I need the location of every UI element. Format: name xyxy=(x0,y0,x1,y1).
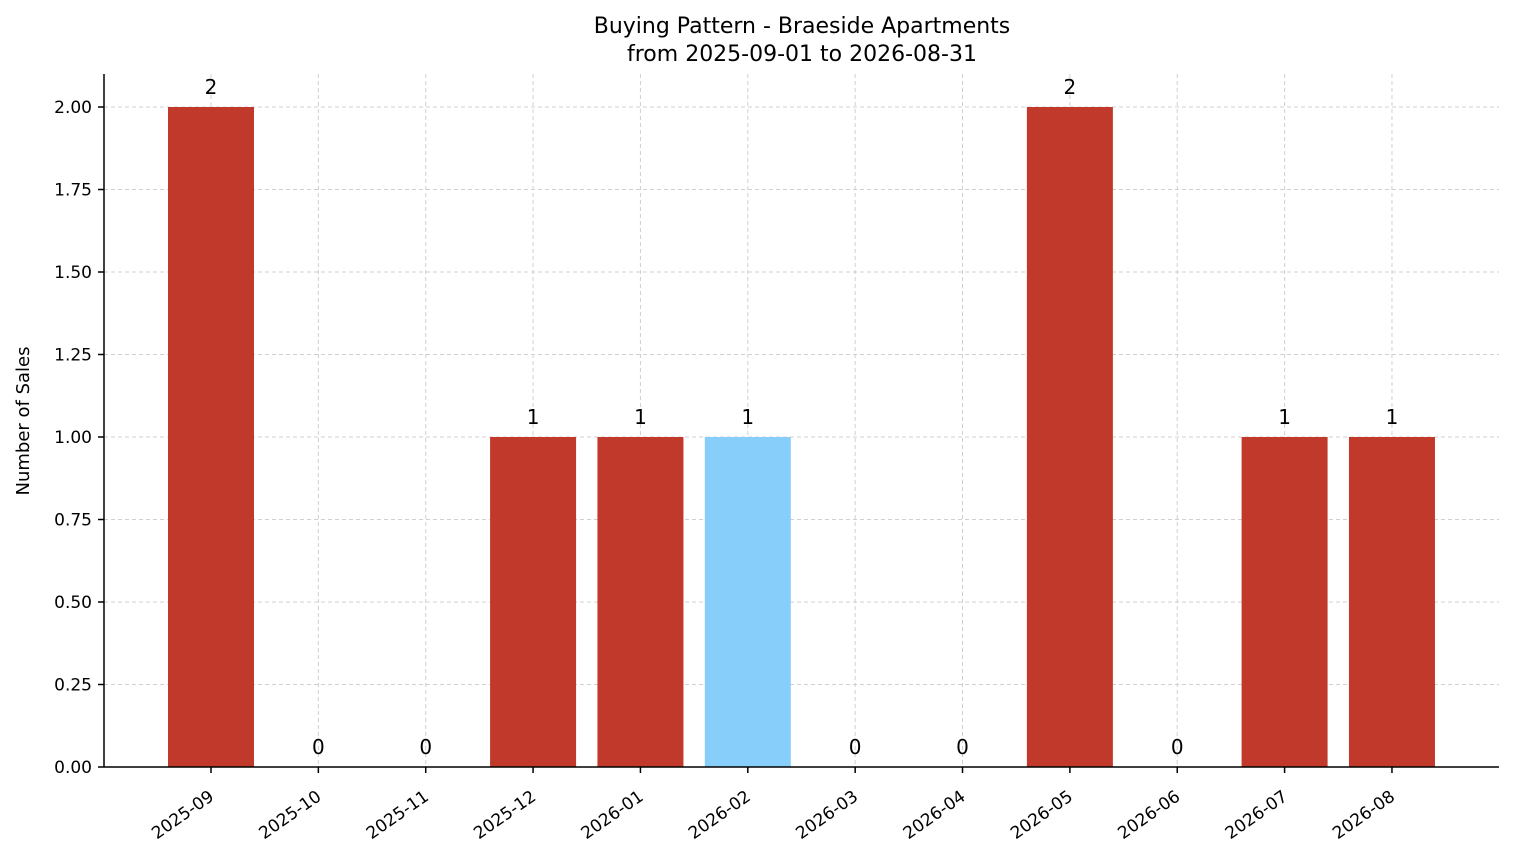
bar-2025-12 xyxy=(490,437,577,767)
y-tick-label: 2.00 xyxy=(54,98,92,118)
y-tick-label: 1.00 xyxy=(54,428,92,448)
y-axis-label: Number of Sales xyxy=(13,346,34,495)
x-tick-label: 2026-01 xyxy=(578,787,648,844)
data-label: 1 xyxy=(741,405,754,429)
x-tick-label: 2026-02 xyxy=(685,787,755,844)
data-label: 0 xyxy=(312,735,325,759)
data-label: 2 xyxy=(205,75,218,99)
x-tick-label: 2025-09 xyxy=(148,787,218,844)
bar-2026-07 xyxy=(1241,437,1328,767)
x-tick-label: 2026-04 xyxy=(900,787,970,844)
bar-2026-05 xyxy=(1026,107,1113,767)
gridlines xyxy=(104,74,1499,768)
y-tick-label: 0.75 xyxy=(54,511,92,531)
data-label: 2 xyxy=(1064,75,1077,99)
data-label: 0 xyxy=(1171,735,1184,759)
chart-subtitle: from 2025-09-01 to 2026-08-31 xyxy=(627,42,977,67)
x-tick-label: 2026-08 xyxy=(1329,787,1399,844)
x-tick-label: 2025-11 xyxy=(363,787,433,844)
bar-2026-01 xyxy=(597,437,684,767)
data-label: 0 xyxy=(849,735,862,759)
x-tick-label: 2026-07 xyxy=(1222,787,1292,844)
data-label: 1 xyxy=(1278,405,1291,429)
y-tick-label: 0.25 xyxy=(54,676,92,696)
x-tick-label: 2025-10 xyxy=(256,787,326,844)
y-tick-label: 1.25 xyxy=(54,346,92,366)
y-tick-label: 1.50 xyxy=(54,263,92,283)
x-tick-label: 2026-03 xyxy=(792,787,862,844)
y-tick-label: 0.50 xyxy=(54,593,92,613)
bar-2025-09 xyxy=(168,107,254,767)
y-tick-label: 1.75 xyxy=(54,181,92,201)
x-tick-label: 2026-06 xyxy=(1114,787,1184,844)
data-label: 1 xyxy=(527,405,540,429)
chart-title: Buying Pattern - Braeside Apartments xyxy=(594,14,1011,39)
data-label: 0 xyxy=(956,735,969,759)
bars: 2 0 0 1 1 1 0 0 2 0 1 1 xyxy=(168,75,1435,767)
x-tick-label: 2025-12 xyxy=(470,787,540,844)
data-label: 1 xyxy=(634,405,647,429)
bar-2026-02 xyxy=(704,437,791,767)
data-label: 1 xyxy=(1386,405,1399,429)
y-tick-label: 0.00 xyxy=(54,758,92,778)
x-tick-label: 2026-05 xyxy=(1007,787,1077,844)
bar-2026-08 xyxy=(1348,437,1435,767)
data-label: 0 xyxy=(419,735,432,759)
